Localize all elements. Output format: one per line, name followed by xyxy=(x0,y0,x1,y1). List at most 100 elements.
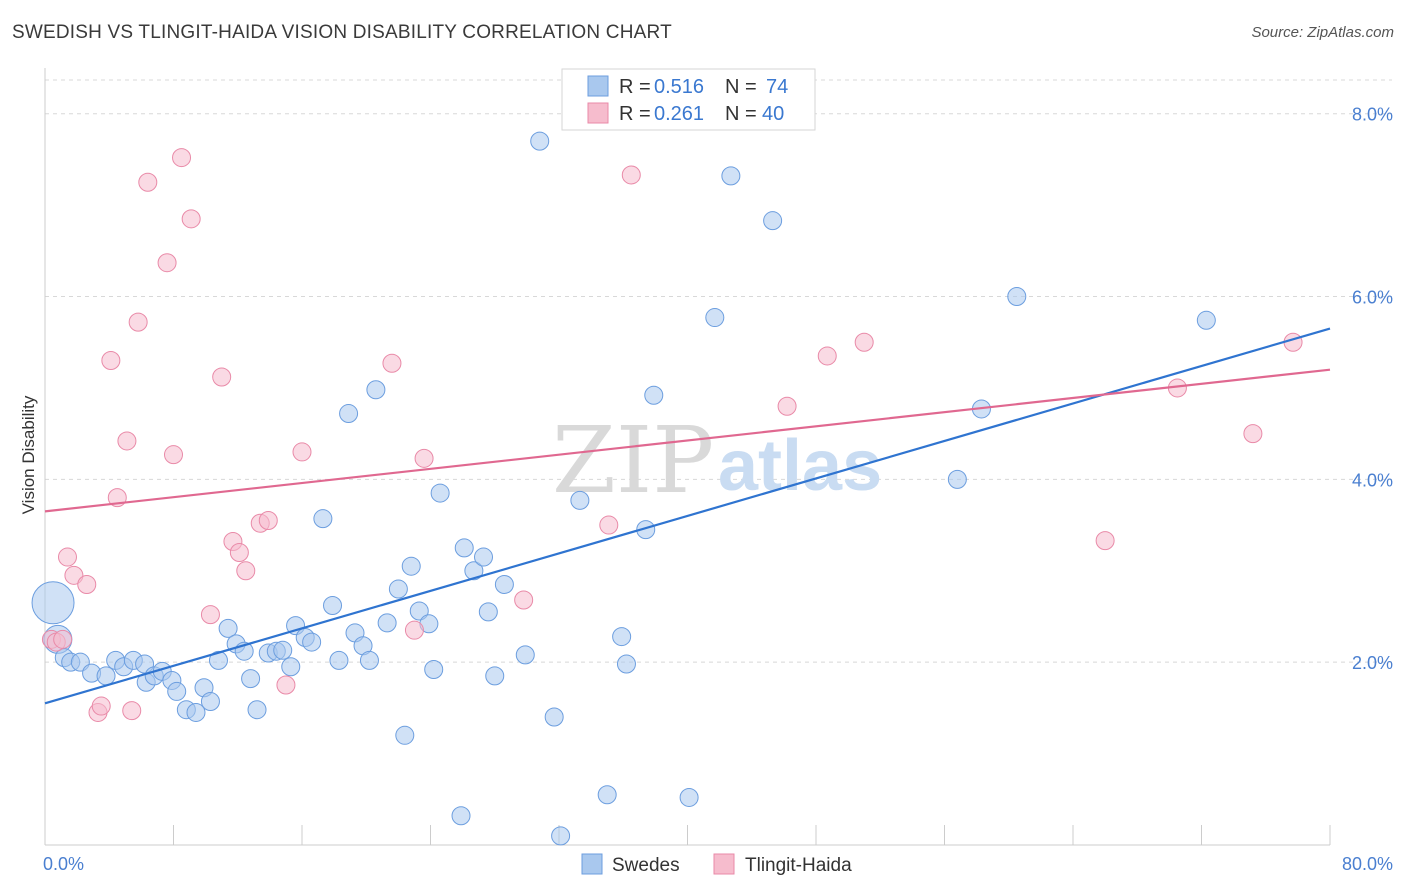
swedes-point-6 xyxy=(96,666,116,686)
tlingit-haida-point-28 xyxy=(404,620,424,640)
swedes-point-15 xyxy=(167,681,187,701)
watermark: ZIP atlas xyxy=(552,407,882,514)
swedes-point-40 xyxy=(366,380,386,400)
tlingit-haida-point-10 xyxy=(117,431,137,451)
source-credit: Source: ZipAtlas.com xyxy=(1251,24,1394,41)
swedes-points xyxy=(31,131,1216,846)
stats-legend-swatch-tlingit xyxy=(587,102,609,124)
tlingit-haida-point-8 xyxy=(101,351,121,371)
tlingit-haida-point-3 xyxy=(57,547,77,567)
stats-legend-r-value-swedes: 0.516 xyxy=(654,76,704,98)
stats-legend-n-value-tlingit: 40 xyxy=(762,103,784,125)
tlingit-haida-points xyxy=(41,148,1303,722)
swedes-point-28 xyxy=(273,640,293,660)
swedes-point-33 xyxy=(313,509,333,529)
swedes-point-65 xyxy=(644,385,664,405)
tlingit-haida-point-15 xyxy=(164,445,183,465)
tlingit-haida-point-31 xyxy=(621,165,641,185)
swedes-point-45 xyxy=(409,601,429,621)
tlingit-haida-point-16 xyxy=(172,148,192,168)
legend-swatch-tlingit xyxy=(713,853,735,875)
tlingit-haida-point-38 xyxy=(1243,424,1263,444)
tlingit-haida-point-2 xyxy=(53,629,73,649)
legend-label-tlingit: Tlingit-Haida xyxy=(745,855,852,876)
stats-legend-r-value-tlingit: 0.261 xyxy=(654,103,704,125)
tlingit-haida-point-34 xyxy=(817,346,837,366)
swedes-point-25 xyxy=(247,700,267,720)
tlingit-haida-point-30 xyxy=(514,590,534,610)
swedes-point-58 xyxy=(544,707,564,727)
tlingit-haida-point-26 xyxy=(292,442,312,462)
swedes-point-41 xyxy=(377,613,397,633)
swedes-point-39 xyxy=(359,650,379,670)
swedes-point-68 xyxy=(721,166,741,186)
stats-legend: R = 0.516 N = 74 R = 0.261 N = 40 xyxy=(561,68,816,131)
stats-legend-r-label-2: R = xyxy=(619,103,651,125)
swedes-point-0 xyxy=(31,581,75,625)
tlingit-haida-point-19 xyxy=(212,367,232,387)
y-tick-label-2: 6.0% xyxy=(1352,288,1393,308)
swedes-point-59 xyxy=(551,826,571,846)
swedes-point-53 xyxy=(478,602,498,622)
swedes-point-52 xyxy=(474,547,494,567)
swedes-point-34 xyxy=(323,596,343,616)
swedes-point-51 xyxy=(464,561,484,581)
swedes-point-48 xyxy=(430,483,450,503)
swedes-point-54 xyxy=(485,666,505,686)
tlingit-haida-point-35 xyxy=(854,332,874,352)
swedes-point-36 xyxy=(339,404,359,424)
stats-legend-n-value-swedes: 74 xyxy=(766,76,788,98)
swedes-point-71 xyxy=(1007,287,1027,307)
y-tick-label-0: 2.0% xyxy=(1352,653,1393,673)
swedes-point-47 xyxy=(424,659,444,679)
chart-title: SWEDISH VS TLINGIT-HAIDA VISION DISABILI… xyxy=(12,22,672,43)
tlingit-haida-point-4 xyxy=(64,565,84,585)
stats-legend-r-label: R = xyxy=(619,76,651,98)
swedes-point-32 xyxy=(302,632,322,652)
series-legend: Swedes Tlingit-Haida xyxy=(581,853,852,876)
stats-legend-n-label: N = xyxy=(725,76,757,98)
tlingit-haida-point-25 xyxy=(276,675,296,695)
tlingit-haida-point-27 xyxy=(382,353,402,373)
tlingit-haida-point-36 xyxy=(1095,531,1115,551)
x-tick-label-min: 0.0% xyxy=(43,854,84,874)
swedes-point-63 xyxy=(616,654,636,674)
swedes-point-43 xyxy=(395,725,415,745)
tlingit-haida-point-24 xyxy=(258,510,278,530)
tlingit-haida-point-22 xyxy=(236,561,256,581)
y-tick-label-1: 4.0% xyxy=(1352,470,1393,490)
x-tick-label-max: 80.0% xyxy=(1342,854,1393,874)
swedes-point-17 xyxy=(186,702,206,722)
y-tick-label-3: 8.0% xyxy=(1352,105,1393,125)
swedes-point-57 xyxy=(530,131,550,151)
swedes-point-67 xyxy=(705,308,725,328)
tlingit-haida-point-7 xyxy=(91,696,111,716)
legend-label-swedes: Swedes xyxy=(612,855,680,876)
swedes-point-61 xyxy=(597,785,617,805)
tlingit-haida-point-21 xyxy=(229,542,249,562)
tlingit-haida-point-13 xyxy=(138,172,158,192)
tlingit-haida-trend-line xyxy=(44,368,1331,513)
stats-legend-swatch-swedes xyxy=(587,75,609,97)
swedes-point-72 xyxy=(1196,310,1216,330)
swedes-trend-line xyxy=(44,327,1331,705)
tlingit-haida-point-5 xyxy=(77,574,97,594)
tlingit-haida-point-18 xyxy=(200,605,220,625)
swedes-point-44 xyxy=(401,556,421,576)
tlingit-haida-point-11 xyxy=(122,701,142,721)
tick-labels: 2.0% 4.0% 6.0% 8.0% 0.0% 80.0% xyxy=(43,105,1393,874)
swedes-point-24 xyxy=(241,669,261,689)
tlingit-haida-point-17 xyxy=(181,209,201,229)
y-axis-title: Vision Disability xyxy=(19,395,38,514)
swedes-point-21 xyxy=(218,618,238,638)
swedes-point-66 xyxy=(679,787,699,807)
swedes-point-29 xyxy=(281,657,301,677)
trend-lines xyxy=(44,327,1331,705)
swedes-point-62 xyxy=(612,627,632,647)
swedes-point-42 xyxy=(388,579,408,599)
tlingit-haida-point-12 xyxy=(128,312,148,332)
swedes-point-20 xyxy=(208,650,228,670)
swedes-point-19 xyxy=(200,691,220,711)
tlingit-haida-point-14 xyxy=(157,253,177,273)
